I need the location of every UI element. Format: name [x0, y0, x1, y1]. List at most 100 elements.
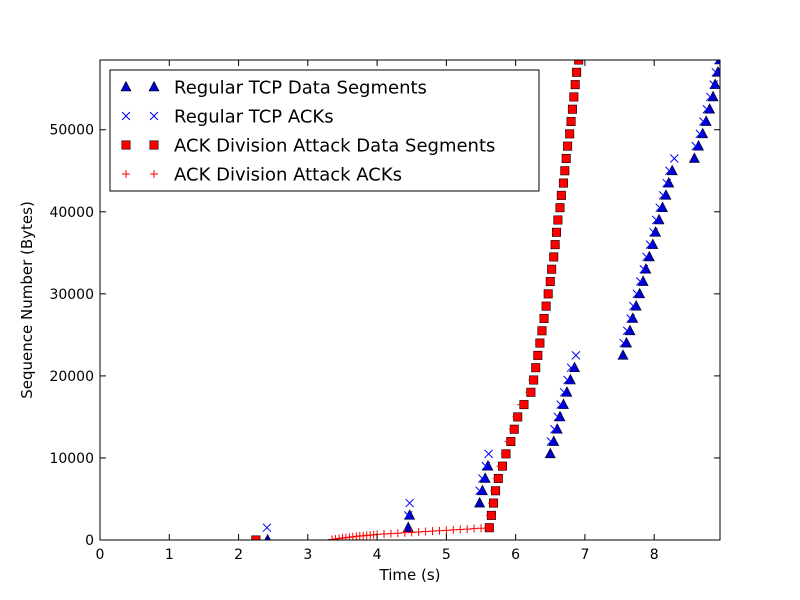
data-point-x: [629, 301, 638, 311]
data-point-x: [645, 240, 655, 249]
y-axis-label: Sequence Number (Bytes): [18, 201, 36, 399]
data-point-square: [574, 60, 584, 65]
data-point-plus: [442, 526, 451, 535]
data-point-x: [478, 474, 487, 483]
x-tick-label: 8: [650, 547, 659, 563]
x-tick-label: 7: [580, 547, 589, 563]
data-point-plus: [428, 527, 437, 536]
x-tick-label: 1: [165, 547, 174, 563]
data-point-plus: [400, 528, 409, 537]
data-point-plus: [508, 425, 517, 434]
data-point-triangle: [402, 521, 414, 532]
data-point-x: [403, 511, 413, 520]
x-tick-label: 0: [96, 547, 105, 563]
data-point-plus: [421, 527, 430, 536]
axis-ticks: 0 1 2 3 4 5 6 7 8 0 10000 20000 30000 40000 50000: [49, 60, 720, 563]
y-tick-label: 0: [85, 533, 94, 549]
data-point-plus: [570, 80, 579, 89]
data-marks: [251, 60, 720, 540]
data-point-x: [553, 412, 563, 422]
legend-marker-x: [121, 111, 131, 121]
data-point-x: [475, 486, 484, 496]
data-point-plus: [528, 376, 537, 384]
data-point-x: [571, 351, 581, 360]
x-axis-label: Time (s): [379, 566, 441, 584]
data-point-plus: [551, 228, 560, 237]
data-point-plus: [571, 68, 580, 77]
data-point-triangle: [617, 349, 629, 360]
x-tick-label: 3: [303, 547, 312, 563]
data-point-plus: [470, 524, 479, 533]
data-point-plus: [393, 529, 402, 538]
data-point-x: [405, 498, 415, 508]
data-point-x: [262, 523, 272, 533]
x-tick-label: 6: [511, 547, 520, 563]
data-point-plus: [386, 529, 395, 538]
data-point-plus: [490, 486, 499, 495]
data-point-plus: [569, 92, 578, 101]
data-point-x: [702, 104, 712, 114]
data-point-plus: [546, 265, 555, 274]
data-point-x: [484, 449, 493, 459]
data-point-plus: [539, 314, 548, 323]
data-point-x: [691, 141, 701, 151]
data-point-plus: [500, 449, 509, 458]
data-point-x: [632, 289, 642, 299]
data-point-plus: [449, 525, 458, 534]
data-point-x: [655, 203, 665, 213]
data-point-plus: [492, 474, 501, 483]
data-point-plus: [463, 525, 472, 534]
data-point-plus: [545, 277, 554, 286]
data-point-x: [635, 277, 645, 286]
x-tick-label: 2: [234, 547, 243, 563]
data-point-plus: [488, 499, 497, 508]
data-point-plus: [573, 60, 582, 64]
data-point-plus: [556, 191, 565, 200]
data-point-plus: [541, 302, 550, 311]
data-point-x: [622, 326, 632, 336]
legend-label: Regular TCP ACKs: [174, 107, 334, 128]
data-point-plus: [567, 105, 576, 114]
y-tick-label: 10000: [49, 451, 94, 467]
data-point-plus: [414, 527, 423, 536]
data-point-x: [649, 227, 658, 237]
data-point-plus: [477, 524, 486, 533]
legend-marker-square: [149, 140, 159, 150]
data-point-plus: [537, 326, 546, 335]
data-point-plus: [435, 526, 444, 535]
data-point-x: [662, 178, 672, 188]
data-point-plus: [486, 511, 495, 520]
data-point-x: [714, 60, 720, 65]
data-point-plus: [483, 523, 492, 532]
data-point-plus: [407, 528, 416, 537]
legend-marker-square: [121, 140, 131, 150]
data-point-x: [711, 67, 720, 77]
y-tick-label: 40000: [49, 205, 94, 221]
data-point-plus: [543, 289, 552, 298]
data-point-x: [639, 264, 649, 274]
data-point-x: [626, 314, 635, 323]
data-point-plus: [533, 351, 542, 360]
data-point-x: [699, 117, 708, 126]
data-point-x: [481, 461, 491, 471]
legend-marker-triangle: [120, 80, 132, 92]
legend-box: [109, 69, 540, 192]
data-point-plus: [504, 437, 513, 446]
data-point-triangle: [688, 152, 700, 163]
legend-marker-plus: [150, 170, 158, 178]
data-point-plus: [496, 462, 505, 471]
data-point-plus: [531, 363, 540, 372]
data-point-x: [658, 191, 668, 200]
data-point-plus: [456, 525, 465, 534]
data-point-x: [563, 375, 572, 385]
data-point-x: [550, 424, 559, 434]
legend-marker-x: [149, 111, 159, 121]
data-point-x: [665, 166, 674, 176]
y-tick-label: 30000: [49, 287, 94, 303]
data-point-x: [642, 252, 651, 262]
data-point-triangle: [264, 533, 271, 540]
data-point-plus: [564, 129, 573, 138]
data-point-plus: [558, 179, 567, 188]
data-point-plus: [560, 166, 569, 175]
